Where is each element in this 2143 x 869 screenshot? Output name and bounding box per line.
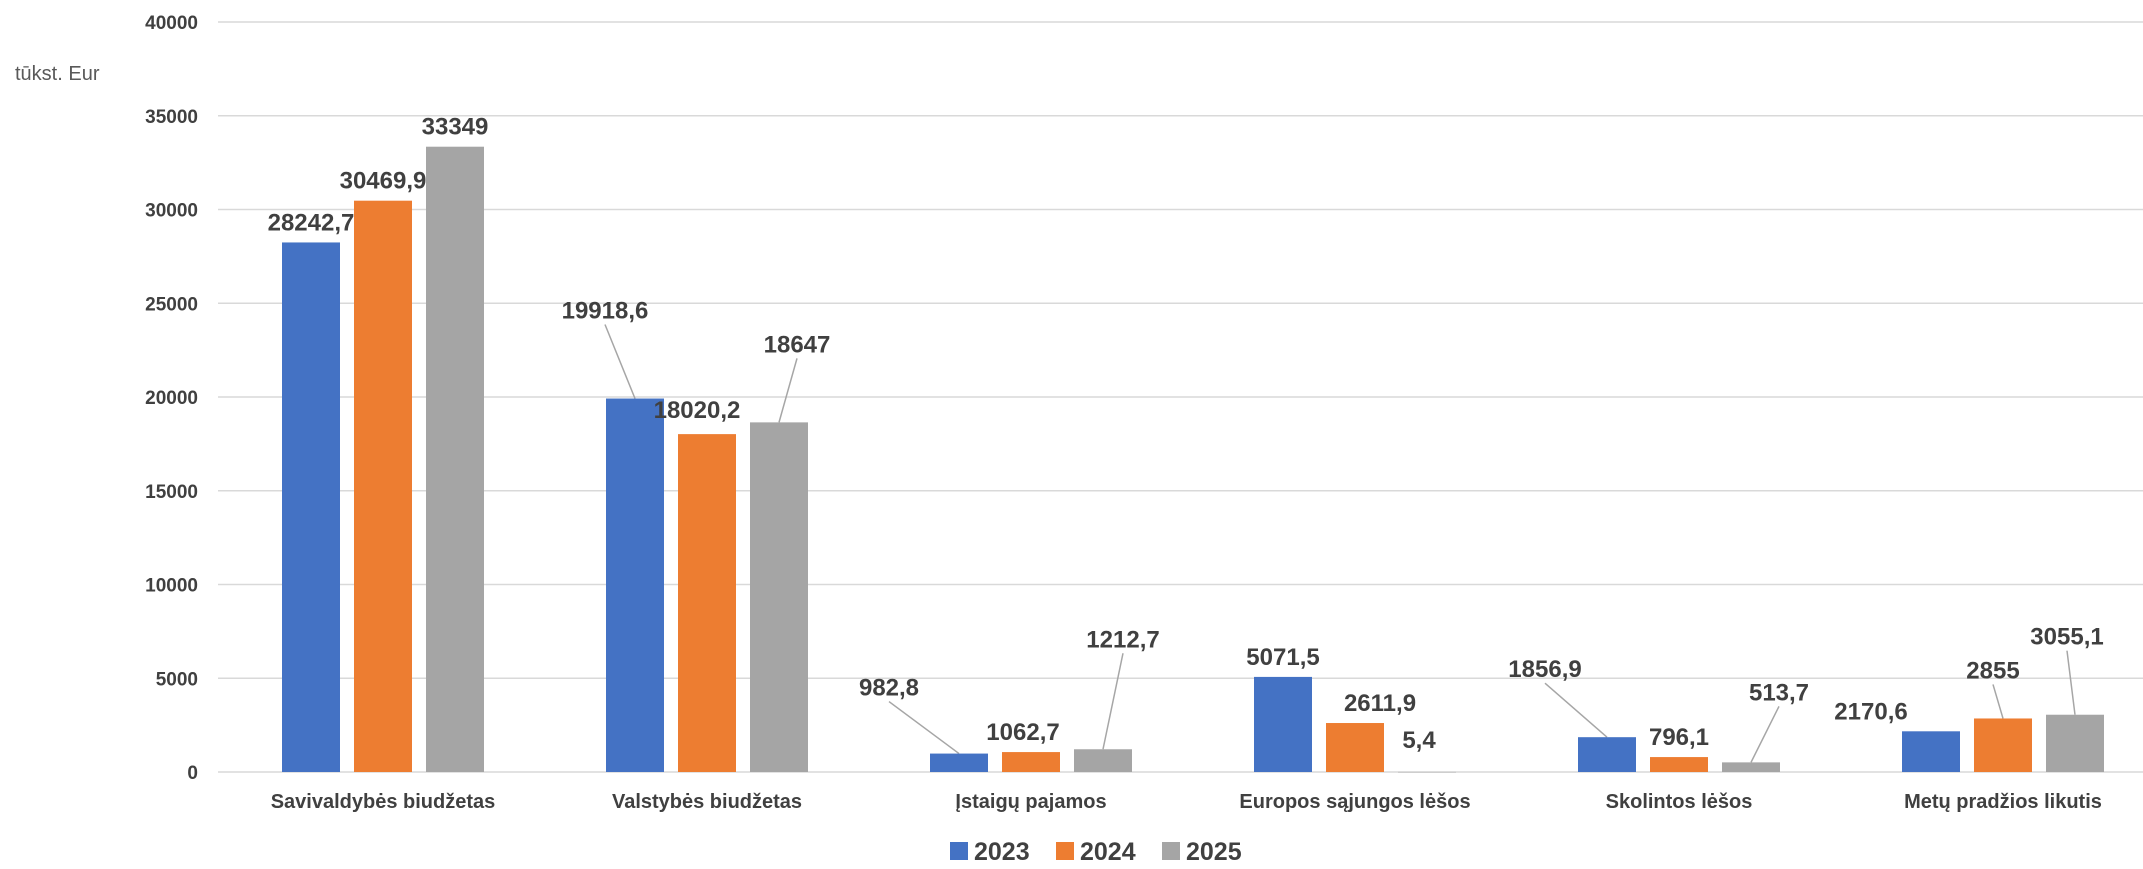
bar [1902,731,1960,772]
y-tick-label: 30000 [145,201,198,222]
x-category-label: Skolintos lėšos [1606,791,1753,813]
data-label: 30469,9 [340,168,427,195]
y-tick-label: 35000 [145,107,198,128]
bar [930,753,988,772]
bar [426,146,484,773]
x-category-label: Metų pradžios likutis [1904,791,2102,813]
bar [282,242,340,773]
bar [1974,718,2032,772]
bar [1578,737,1636,772]
y-tick-label: 40000 [145,13,198,34]
legend-label: 2024 [1080,838,1136,866]
legend-label: 2023 [974,838,1030,866]
x-category-label: Europos sąjungos lėšos [1239,791,1470,813]
data-label: 33349 [422,114,489,141]
leader-line [888,700,960,755]
data-label: 18647 [764,331,831,358]
y-tick-label: 20000 [145,388,198,409]
bar [1002,752,1060,772]
leader-line [604,324,636,399]
data-label: 1062,7 [986,719,1059,746]
bar [2046,714,2104,772]
data-label: 1856,9 [1508,656,1581,683]
legend-label: 2025 [1186,838,1242,866]
data-label: 5071,5 [1246,644,1319,671]
bar [354,200,412,772]
bar [750,422,808,772]
bar [678,434,736,772]
legend-swatch [1056,842,1074,860]
bar [1074,749,1132,772]
data-label: 1212,7 [1086,626,1159,653]
bar [1722,762,1780,772]
bar [1398,771,1456,773]
data-label: 18020,2 [654,397,741,424]
bar [1254,676,1312,772]
y-tick-label: 5000 [156,669,198,690]
y-tick-label: 0 [187,763,198,784]
y-tick-label: 25000 [145,294,198,315]
unit-label: tūkst. Eur [15,63,100,85]
data-label: 28242,7 [268,209,355,236]
legend-swatch [1162,842,1180,860]
leader-line [1544,682,1608,738]
x-category-label: Valstybės biudžetas [612,791,802,813]
y-tick-label: 10000 [145,576,198,597]
leader-line [2066,650,2076,715]
leader-line [778,358,798,423]
leader-line [1102,653,1124,750]
data-label: 2611,9 [1344,690,1416,717]
data-label: 5,4 [1402,727,1436,754]
data-label: 2170,6 [1834,698,1907,725]
bar [1326,723,1384,772]
bar [1650,757,1708,772]
y-tick-label: 15000 [145,482,198,503]
leader-line [1750,706,1780,763]
legend-swatch [950,842,968,860]
data-label: 2855 [1966,657,2019,684]
x-category-label: Savivaldybės biudžetas [271,791,496,813]
data-label: 796,1 [1649,724,1709,751]
leader-line [1992,684,2004,719]
x-category-label: Įstaigų pajamos [955,791,1106,813]
data-label: 3055,1 [2030,624,2103,651]
data-label: 19918,6 [562,298,649,325]
data-label: 982,8 [859,675,919,702]
bar [606,398,664,772]
data-label: 513,7 [1749,679,1809,706]
